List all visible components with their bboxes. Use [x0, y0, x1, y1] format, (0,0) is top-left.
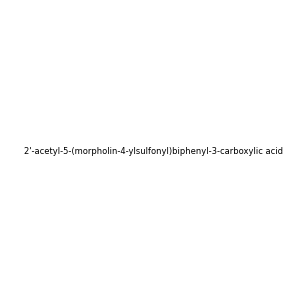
Text: 2'-acetyl-5-(morpholin-4-ylsulfonyl)biphenyl-3-carboxylic acid: 2'-acetyl-5-(morpholin-4-ylsulfonyl)biph… [24, 147, 283, 156]
